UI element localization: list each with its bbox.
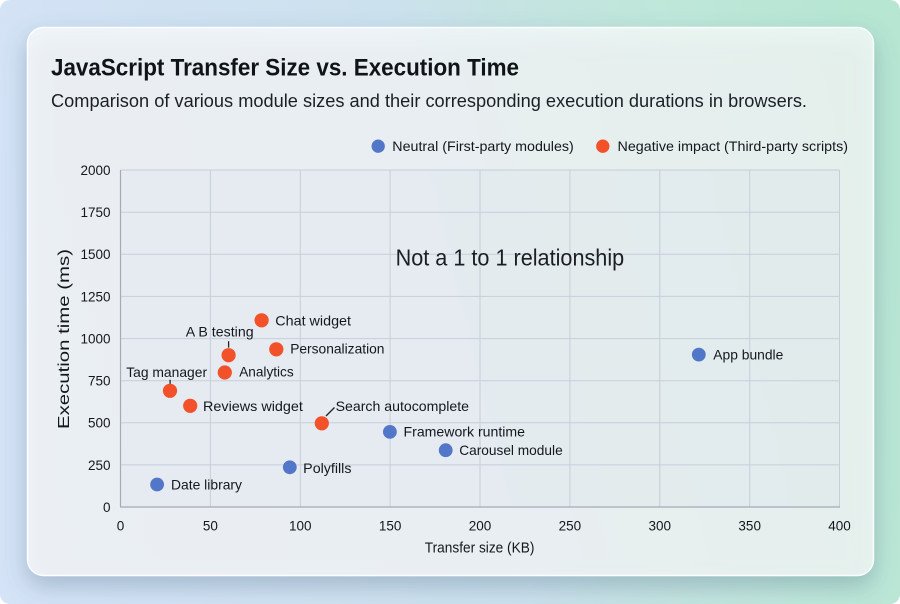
svg-text:350: 350: [738, 519, 761, 534]
svg-text:Framework runtime: Framework runtime: [404, 424, 526, 440]
svg-text:1000: 1000: [80, 332, 110, 347]
svg-text:150: 150: [379, 519, 402, 534]
svg-text:50: 50: [203, 519, 218, 534]
svg-text:JavaScript Transfer Size vs. E: JavaScript Transfer Size vs. Execution T…: [51, 55, 519, 82]
svg-text:250: 250: [559, 519, 582, 534]
svg-text:A B testing: A B testing: [186, 323, 254, 339]
svg-text:Reviews widget: Reviews widget: [203, 398, 303, 414]
svg-text:1250: 1250: [80, 289, 110, 304]
svg-text:Tag manager: Tag manager: [126, 364, 207, 380]
svg-text:500: 500: [88, 416, 111, 431]
svg-text:Search autocomplete: Search autocomplete: [336, 398, 470, 414]
svg-text:0: 0: [117, 519, 125, 534]
svg-text:Personalization: Personalization: [290, 341, 384, 357]
svg-text:300: 300: [649, 519, 672, 534]
svg-text:0: 0: [103, 500, 111, 515]
svg-text:Polyfills: Polyfills: [303, 460, 351, 476]
svg-text:400: 400: [828, 519, 851, 534]
svg-text:App bundle: App bundle: [713, 346, 783, 362]
svg-text:Chat widget: Chat widget: [275, 313, 351, 329]
svg-text:2000: 2000: [80, 163, 110, 178]
svg-text:750: 750: [88, 374, 111, 389]
svg-text:Not a 1 to 1 relationship: Not a 1 to 1 relationship: [396, 244, 625, 270]
svg-text:Date library: Date library: [171, 476, 242, 492]
svg-text:100: 100: [289, 519, 312, 534]
svg-text:Negative impact (Third-party s: Negative impact (Third-party scripts): [618, 138, 849, 154]
svg-text:Transfer size (KB): Transfer size (KB): [425, 539, 535, 556]
svg-text:1500: 1500: [80, 247, 110, 262]
svg-text:Carousel module: Carousel module: [459, 442, 563, 458]
svg-text:200: 200: [469, 519, 492, 534]
svg-text:Neutral (First-party modules): Neutral (First-party modules): [392, 138, 574, 154]
svg-text:Comparison of various module s: Comparison of various module sizes and t…: [51, 90, 807, 111]
svg-text:Execution time (ms): Execution time (ms): [56, 249, 73, 429]
svg-text:1750: 1750: [80, 205, 110, 220]
svg-text:Analytics: Analytics: [239, 364, 294, 380]
svg-text:250: 250: [88, 458, 111, 473]
